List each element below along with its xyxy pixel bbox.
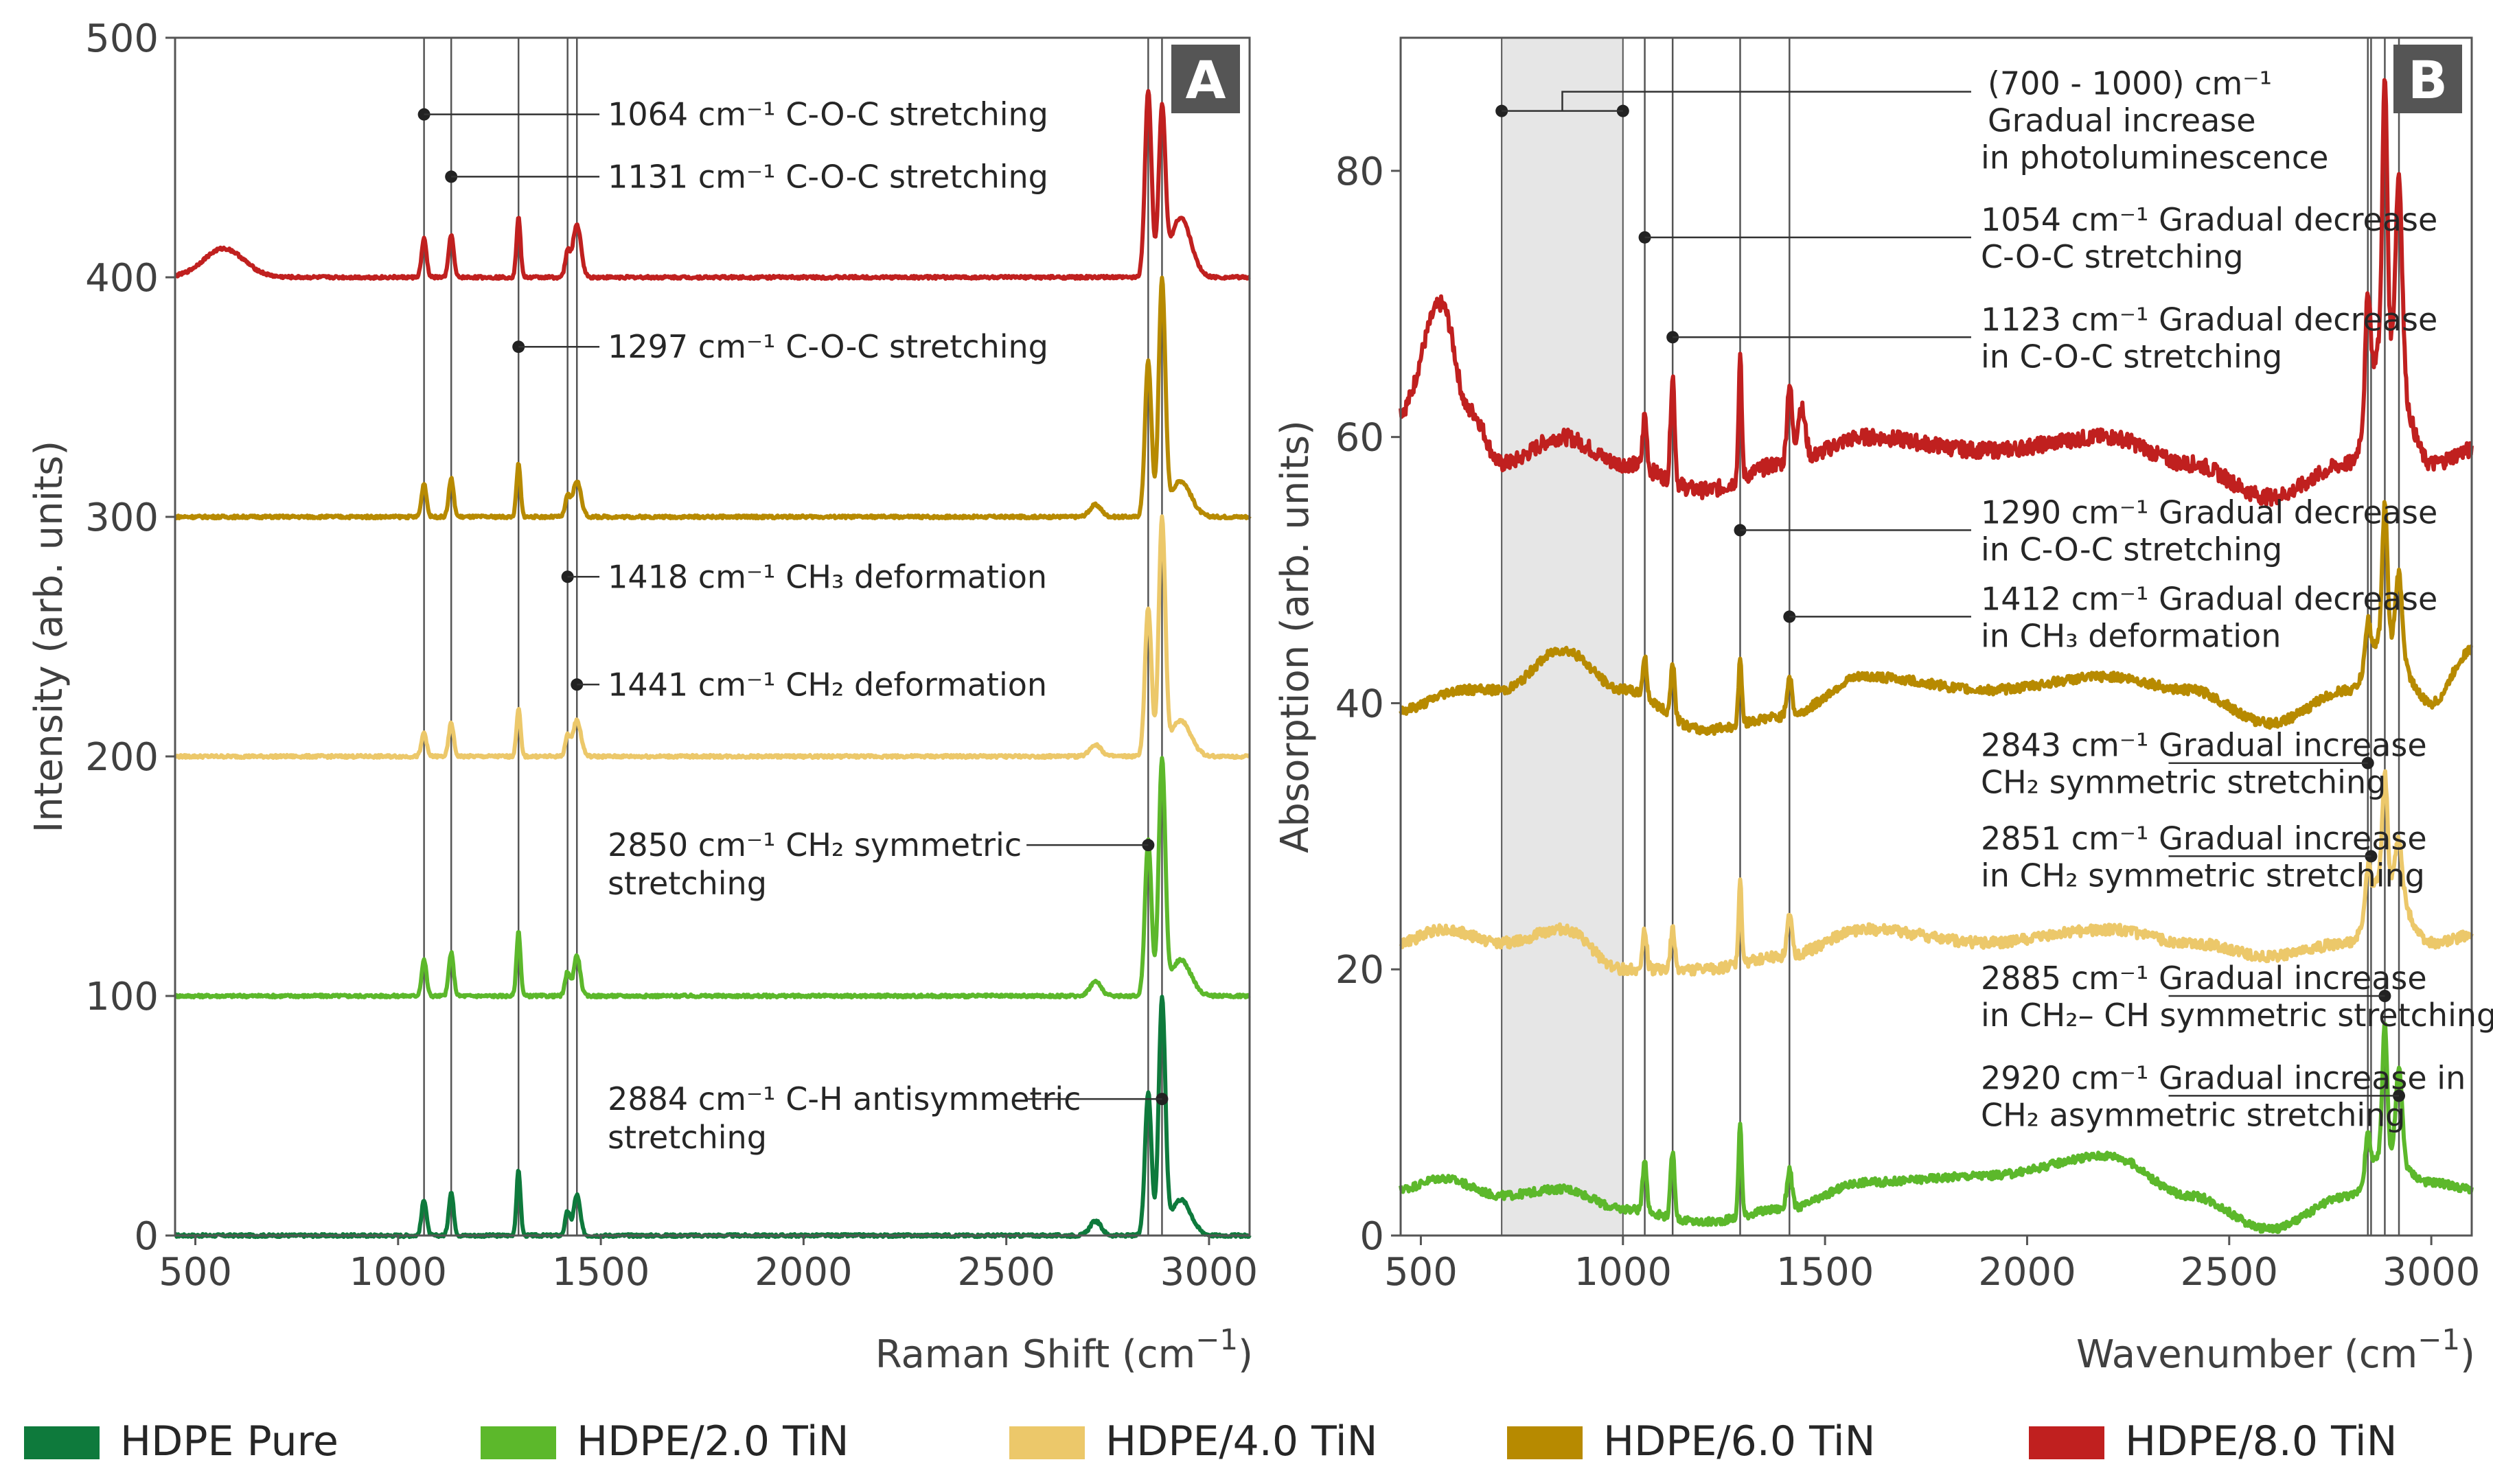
annotation-text-2: in C-O-C stretching — [1981, 531, 2282, 568]
annotation-text-2: in CH₂ symmetric stretching — [1981, 857, 2425, 894]
x-tick-label: 500 — [1384, 1250, 1458, 1295]
y-tick-label: 20 — [1335, 948, 1384, 993]
annotation-text-2: in C-O-C stretching — [1981, 338, 2282, 375]
annotation-text: 1418 cm⁻¹ CH₃ deformation — [608, 558, 1047, 595]
x-tick-label: 1000 — [349, 1250, 448, 1295]
annotation-text: (700 - 1000) cm⁻¹ — [1988, 65, 2272, 102]
x-tick-label: 2500 — [2181, 1250, 2279, 1295]
annotation-text: 1441 cm⁻¹ CH₂ deformation — [608, 666, 1047, 703]
legend-label: HDPE/4.0 TiN — [1105, 1417, 1377, 1465]
x-tick-label: 1500 — [1776, 1250, 1874, 1295]
annotation-text: 1064 cm⁻¹ C-O-C stretching — [608, 96, 1048, 133]
x-tick-label: 3000 — [2382, 1250, 2481, 1295]
series-line-hdpe-8-0-tin — [174, 89, 1251, 281]
series-line-hdpe-2-0-tin — [173, 756, 1251, 1000]
x-axis-label-close: ) — [1238, 1332, 1253, 1377]
x-axis-label-sup: −1 — [1195, 1323, 1238, 1356]
annotation-text: 2885 cm⁻¹ Gradual increase — [1981, 960, 2427, 997]
legend-swatch — [2029, 1426, 2104, 1459]
annotation-text: 1131 cm⁻¹ C-O-C stretching — [608, 158, 1048, 195]
y-tick-label: 0 — [1359, 1214, 1384, 1259]
series-line-hdpe-pure — [1399, 1022, 2474, 1234]
plot-frame — [1399, 36, 2473, 1237]
y-axis-label: Absorption (arb. units) — [1273, 420, 1318, 853]
annotation-text: 2920 cm⁻¹ Gradual increase in — [1981, 1059, 2466, 1096]
panel-badge-label: A — [1186, 49, 1226, 111]
y-axis-label: Intensity (arb. units) — [27, 441, 71, 833]
legend-label: HDPE/6.0 TiN — [1603, 1417, 1875, 1465]
legend-swatch — [481, 1426, 556, 1459]
legend-swatch — [1009, 1426, 1085, 1459]
x-axis-label-close: ) — [2460, 1332, 2475, 1377]
x-tick-label: 1500 — [552, 1250, 650, 1295]
x-axis-label-text: Wavenumber (cm — [2076, 1332, 2417, 1377]
y-tick-label: 200 — [85, 735, 159, 780]
annotation-text: 1123 cm⁻¹ Gradual decrease — [1981, 301, 2437, 338]
legend-swatch — [24, 1426, 100, 1459]
annotation-text: 2851 cm⁻¹ Gradual increase — [1981, 820, 2427, 857]
x-axis-label-text: Raman Shift (cm — [875, 1332, 1195, 1377]
legend: HDPE Pure HDPE/2.0 TiN HDPE/4.0 TiN HDPE/6.… — [24, 1417, 2397, 1465]
plot-frame — [174, 36, 1251, 1237]
annotation-leader — [1561, 91, 1971, 111]
annotation-text: 1297 cm⁻¹ C-O-C stretching — [608, 328, 1048, 365]
y-tick-label: 400 — [85, 256, 159, 301]
y-tick-label: 60 — [1335, 416, 1384, 461]
annotation-text-2: CH₂ symmetric stretching — [1981, 764, 2386, 801]
y-tick-label: 40 — [1335, 682, 1384, 726]
panel-badge — [1171, 45, 1240, 113]
x-tick-label: 1000 — [1574, 1250, 1673, 1295]
series-line-hdpe-8-0-tin — [1399, 78, 2474, 507]
annotation-text-3: in photoluminescence — [1981, 139, 2329, 176]
x-axis-label: Raman Shift (cm−1) — [875, 1323, 1253, 1377]
x-tick-label: 2000 — [755, 1250, 853, 1295]
annotation-text: 1412 cm⁻¹ Gradual decrease — [1981, 580, 2437, 617]
series-line-hdpe-6-0-tin — [174, 275, 1252, 521]
annotation-text: 2850 cm⁻¹ CH₂ symmetric — [608, 826, 1022, 863]
y-tick-label: 300 — [85, 496, 159, 540]
annotation-text: 2843 cm⁻¹ Gradual increase — [1981, 727, 2427, 764]
legend-label: HDPE Pure — [120, 1417, 338, 1465]
x-axis-label: Wavenumber (cm−1) — [2076, 1323, 2475, 1377]
y-tick-label: 80 — [1335, 150, 1384, 194]
x-tick-label: 2500 — [957, 1250, 1055, 1295]
x-tick-label: 3000 — [1160, 1250, 1259, 1295]
annotation-text-2: in CH₂– CH symmetric stretching — [1981, 997, 2493, 1034]
annotation-text-2: CH₂ asymmetric stretching — [1981, 1096, 2406, 1133]
series-line-hdpe-4-0-tin — [173, 514, 1251, 761]
series-line-hdpe-4-0-tin — [1399, 769, 2474, 977]
x-tick-label: 2000 — [1978, 1250, 2076, 1295]
annotation-text-2: C-O-C stretching — [1981, 238, 2244, 275]
legend-label: HDPE/8.0 TiN — [2125, 1417, 2397, 1465]
annotation-text: 2884 cm⁻¹ C-H antisymmetric — [608, 1080, 1081, 1117]
series-line-hdpe-6-0-tin — [1399, 500, 2474, 737]
panel-a: 500 1000 1500 2000 2500 3000 0 100 200 300 400 500 I… — [27, 16, 1258, 1377]
legend-swatch — [1507, 1426, 1583, 1459]
x-tick-label: 500 — [159, 1250, 232, 1295]
annotation-text: 1290 cm⁻¹ Gradual decrease — [1981, 494, 2437, 531]
annotation-text-2: stretching — [608, 1119, 767, 1156]
panel-badge-label: B — [2408, 49, 2448, 111]
annotation-text-2: in CH₃ deformation — [1981, 617, 2281, 654]
y-tick-label: 0 — [134, 1214, 159, 1259]
x-axis-label-sup: −1 — [2417, 1323, 2460, 1356]
shaded-region — [1501, 37, 1624, 1236]
panel-badge — [2393, 45, 2462, 113]
annotation-text-2: Gradual increase — [1988, 102, 2256, 139]
y-tick-label: 100 — [85, 975, 159, 1019]
legend-label: HDPE/2.0 TiN — [577, 1417, 849, 1465]
y-tick-label: 500 — [85, 16, 159, 61]
annotation-text-2: stretching — [608, 865, 767, 902]
annotation-text: 1054 cm⁻¹ Gradual decrease — [1981, 201, 2437, 238]
panel-b: 500 1000 1500 2000 2500 3000 0 20 40 60 80 Absorpti… — [1273, 36, 2493, 1377]
